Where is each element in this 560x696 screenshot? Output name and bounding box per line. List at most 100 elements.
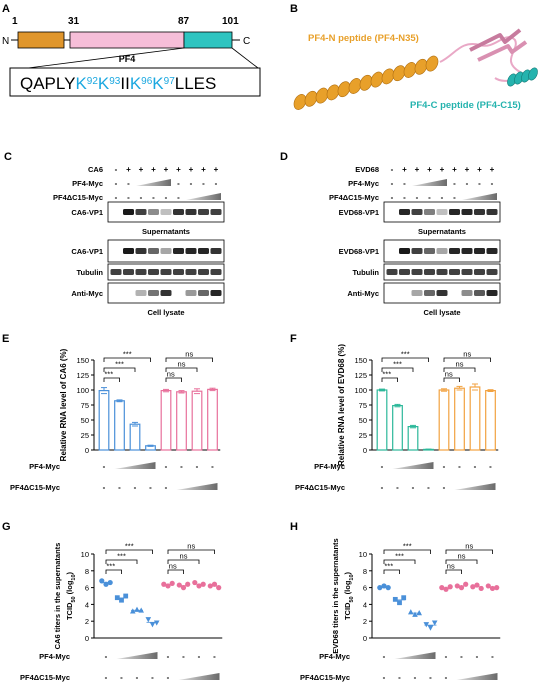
blot-band [386,269,398,275]
y-axis-label: EVD68 titers in the supernatants [331,538,340,653]
condition-sign: - [445,673,448,682]
condition-sign: - [383,673,386,682]
position-label: 1 [12,16,18,27]
significance-label: *** [125,542,134,551]
condition-sign: - [103,483,106,492]
lane-sign: + [415,165,420,174]
bar [129,423,141,451]
units-part: TCID [343,602,352,620]
y-tick-label: 8 [363,567,367,576]
blot-label: Tubulin [352,268,379,277]
middle-domain [69,31,185,49]
residue: QAPLY [20,74,75,93]
condition-sign: - [489,462,492,471]
y-tick-label: 150 [76,356,89,365]
y-tick-label: 10 [359,550,367,559]
residue-number: 92 [87,76,99,87]
bar [160,390,172,451]
lane-sign: + [465,165,470,174]
lane-sign: - [391,179,394,188]
condition-sign: - [118,483,121,492]
dose-ramp [178,673,220,680]
condition-sign: - [476,652,479,661]
condition-sign: - [414,673,417,682]
peptide-n-helix [293,55,439,110]
residue: K [152,74,164,93]
significance-bracket [445,549,493,554]
y-tick-label: 0 [363,446,367,455]
bar [454,387,465,451]
y-tick-label: 75 [359,401,367,410]
dose-ramp [412,179,447,186]
significance-label: ns [465,542,473,551]
blot-band [436,209,448,215]
data-point [416,610,422,616]
helix-turn [403,62,417,78]
helix-turn [392,65,406,82]
significance-label: *** [393,360,402,369]
dose-ramp [454,483,496,490]
blot-band [198,290,209,296]
blot-band [210,269,222,275]
blot-band [160,209,172,215]
data-point [185,581,191,587]
units-part: ) [65,571,74,574]
lane-sign: + [440,165,445,174]
significance-bracket [165,357,213,362]
blot-band [135,248,147,254]
condition-sign: - [120,673,123,682]
lane-sign: - [478,179,481,188]
lane-sign: - [177,179,180,188]
lane-sign: - [453,179,456,188]
blot-band [461,290,473,296]
blot-band [210,209,222,215]
blot-band [148,269,159,275]
significance-label: *** [106,562,115,571]
significance-label: *** [401,350,410,359]
condition-sign: - [105,652,108,661]
data-point [431,620,438,626]
y-axis-label: CA6 titers in the supernatants [53,543,62,650]
c-terminus-label: C [243,36,250,47]
blot-band [411,269,423,275]
blot-band [411,209,423,215]
y-axis-label: Relative RNA level of CA6 (%) [59,348,68,461]
position-label: 31 [68,16,80,27]
significance-bracket [383,559,416,564]
condition-sign: - [458,462,461,471]
sequence-text: QAPLYK92K93IIK96K97LLES [20,74,216,93]
significance-bracket [443,357,491,362]
y-axis-label: Relative RNA level of EVD68 (%) [337,344,346,466]
residue-number: 96 [141,76,153,87]
lane-sign: + [189,165,194,174]
row-label: CA6 [88,165,103,174]
condition-sign: - [105,673,108,682]
protein-label: PF4 [119,54,136,64]
bar [485,390,496,451]
residue-number: 97 [164,76,176,87]
blot-band [123,248,134,254]
data-point [176,582,182,588]
bar [98,390,110,451]
position-label: 101 [222,16,239,27]
units-part: 10 [349,574,355,580]
y-tick-label: 6 [85,584,89,593]
significance-bracket [167,559,200,564]
blot-band [173,269,184,275]
blot-band [173,248,184,254]
lane-sign: + [402,165,407,174]
panel-letter: A [2,3,10,15]
lane-sign: - [190,179,193,188]
lane-sign: + [126,165,131,174]
lane-sign: + [490,165,495,174]
blot-membrane [107,239,225,263]
significance-bracket [383,549,431,554]
helix-turn [293,94,307,110]
condition-label: PF4ΔC15-Myc [295,483,345,492]
lane-sign: - [403,193,406,202]
lane-sign: - [115,165,118,174]
condition-sign: - [412,483,415,492]
bar [176,391,187,451]
bar [376,389,388,451]
